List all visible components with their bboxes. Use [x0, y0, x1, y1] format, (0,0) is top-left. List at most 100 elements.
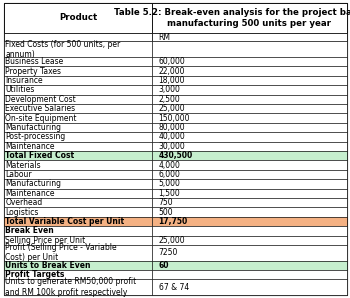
Bar — [152, 260, 346, 270]
Bar — [4, 198, 152, 207]
Text: Units to Break Even: Units to Break Even — [5, 261, 91, 270]
Bar — [152, 245, 346, 260]
Bar — [4, 279, 152, 295]
Text: 2,500: 2,500 — [159, 95, 180, 104]
Text: 67 & 74: 67 & 74 — [159, 283, 189, 292]
Text: Product: Product — [59, 13, 97, 22]
Text: On-site Equipment: On-site Equipment — [5, 114, 77, 122]
Text: Post-processing: Post-processing — [5, 132, 65, 142]
Bar — [4, 160, 152, 170]
Text: Utilities: Utilities — [5, 86, 35, 94]
Text: Property Taxes: Property Taxes — [5, 67, 61, 76]
Bar — [4, 179, 152, 189]
Text: 6,000: 6,000 — [159, 170, 181, 179]
Bar — [4, 33, 152, 41]
Text: 4,000: 4,000 — [159, 161, 181, 170]
Bar — [152, 142, 346, 151]
Text: 18,000: 18,000 — [159, 76, 185, 85]
Bar — [152, 207, 346, 217]
Bar — [152, 33, 346, 41]
Bar — [152, 66, 346, 76]
Bar — [152, 114, 346, 123]
Bar — [4, 217, 152, 226]
Bar — [152, 279, 346, 295]
Bar — [152, 160, 346, 170]
Text: Fixed Costs (for 500 units, per
annum): Fixed Costs (for 500 units, per annum) — [5, 40, 120, 59]
Text: 60,000: 60,000 — [159, 57, 185, 66]
Text: 80,000: 80,000 — [159, 123, 185, 132]
Bar — [152, 198, 346, 207]
Bar — [4, 226, 152, 235]
Bar — [152, 217, 346, 226]
Bar — [4, 66, 152, 76]
Text: Selling Price per Unit: Selling Price per Unit — [5, 236, 85, 245]
Text: 30,000: 30,000 — [159, 142, 185, 151]
Text: 5,000: 5,000 — [159, 179, 181, 188]
Text: 500: 500 — [159, 207, 173, 217]
Bar — [4, 132, 152, 142]
Text: 7250: 7250 — [159, 248, 178, 257]
Bar — [4, 123, 152, 132]
Text: 750: 750 — [159, 198, 173, 207]
Bar — [4, 114, 152, 123]
Bar — [152, 235, 346, 245]
Text: Development Cost: Development Cost — [5, 95, 76, 104]
Text: 40,000: 40,000 — [159, 132, 185, 142]
Text: 22,000: 22,000 — [159, 67, 185, 76]
Bar — [152, 57, 346, 66]
Text: 430,500: 430,500 — [159, 151, 193, 160]
Bar — [152, 132, 346, 142]
Text: Maintenance: Maintenance — [5, 189, 55, 198]
Text: Table 5.2: Break-even analysis for the project based on
manufacturing 500 units : Table 5.2: Break-even analysis for the p… — [114, 8, 350, 28]
Bar — [4, 151, 152, 160]
Text: Manufacturing: Manufacturing — [5, 123, 61, 132]
Bar — [152, 226, 346, 235]
Text: 17,750: 17,750 — [159, 217, 188, 226]
Text: Overhead: Overhead — [5, 198, 42, 207]
Bar — [152, 123, 346, 132]
Bar — [4, 95, 152, 104]
Bar — [4, 142, 152, 151]
Bar — [4, 207, 152, 217]
Bar — [4, 189, 152, 198]
Text: 60: 60 — [159, 261, 169, 270]
Bar — [4, 41, 152, 57]
Text: Materials: Materials — [5, 161, 41, 170]
Bar — [152, 189, 346, 198]
Text: Total Variable Cost per Unit: Total Variable Cost per Unit — [5, 217, 124, 226]
Text: Labour: Labour — [5, 170, 32, 179]
Bar — [4, 245, 152, 260]
Text: Insurance: Insurance — [5, 76, 43, 85]
Text: Profit Targets: Profit Targets — [5, 270, 65, 279]
Bar — [152, 104, 346, 114]
Bar — [152, 85, 346, 95]
Text: Maintenance: Maintenance — [5, 142, 55, 151]
Bar — [152, 270, 346, 279]
Bar — [4, 76, 152, 85]
Bar — [152, 170, 346, 179]
Text: 150,000: 150,000 — [159, 114, 190, 122]
Bar — [4, 270, 152, 279]
Bar — [152, 41, 346, 57]
Text: RM: RM — [159, 33, 170, 42]
Text: Break Even: Break Even — [5, 226, 54, 235]
Bar — [152, 95, 346, 104]
Text: Business Lease: Business Lease — [5, 57, 63, 66]
Text: Total Fixed Cost: Total Fixed Cost — [5, 151, 74, 160]
Bar — [152, 76, 346, 85]
Text: Profit (Selling Price - Variable
Cost) per Unit: Profit (Selling Price - Variable Cost) p… — [5, 243, 117, 263]
Text: 25,000: 25,000 — [159, 236, 185, 245]
Bar — [152, 3, 346, 33]
Bar — [4, 235, 152, 245]
Text: Units to generate RM50,000 profit
and RM 100k profit respectively: Units to generate RM50,000 profit and RM… — [5, 277, 136, 297]
Bar — [152, 151, 346, 160]
Text: 25,000: 25,000 — [159, 104, 185, 113]
Bar — [4, 85, 152, 95]
Bar — [152, 179, 346, 189]
Text: Manufacturing: Manufacturing — [5, 179, 61, 188]
Bar — [4, 3, 152, 33]
Bar — [4, 260, 152, 270]
Text: Executive Salaries: Executive Salaries — [5, 104, 75, 113]
Text: Logistics: Logistics — [5, 207, 38, 217]
Bar — [4, 104, 152, 114]
